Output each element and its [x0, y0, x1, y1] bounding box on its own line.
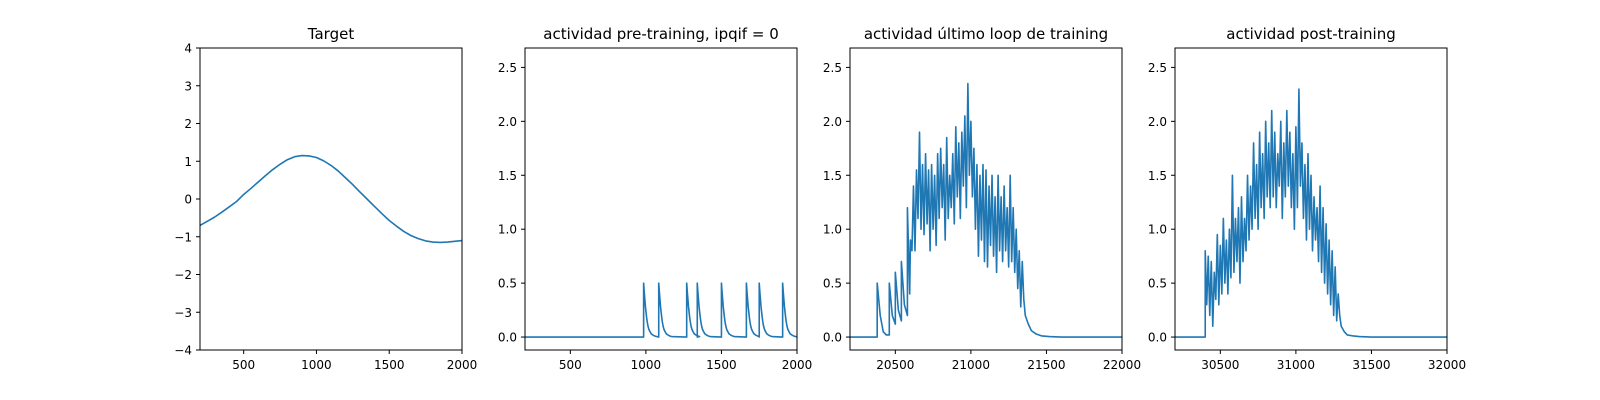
x-tick-label: 500 [559, 358, 582, 372]
y-tick-label: 2.5 [1148, 61, 1167, 75]
y-tick-label: 4 [184, 42, 192, 56]
x-tick-label: 31500 [1352, 358, 1390, 372]
axes-frame [849, 47, 1123, 351]
axes-frame [524, 47, 798, 351]
x-tick-label: 2000 [782, 358, 813, 372]
y-tick-label: 1.5 [823, 169, 842, 183]
x-tick-label: 1000 [301, 358, 332, 372]
x-tick-label: 30500 [1201, 358, 1239, 372]
panel-post-training: 30500 31000 31500 32000 0.0 0.5 1.0 1.5 2.0 2.5 ac… [1148, 25, 1466, 372]
y-tick-label: −2 [174, 268, 192, 282]
axes-frame [1174, 47, 1448, 351]
x-tick-label: 32000 [1428, 358, 1466, 372]
x-tick-label: 21000 [952, 358, 990, 372]
y-tick-label: 2.5 [823, 61, 842, 75]
y-tick-label: −4 [174, 344, 192, 358]
y-tick-label: 1.0 [1148, 223, 1167, 237]
y-tick-label: 0.5 [498, 277, 517, 291]
x-tick-label: 500 [232, 358, 255, 372]
x-tick-label: 1500 [374, 358, 405, 372]
x-tick-label: 22000 [1103, 358, 1141, 372]
panel-pre-training: 500 1000 1500 2000 0.0 0.5 1.0 1.5 2.0 2.5 activid… [498, 25, 812, 372]
x-tick-label: 1000 [631, 358, 662, 372]
x-tick-label: 2000 [447, 358, 478, 372]
y-tick-label: 0.0 [498, 331, 517, 345]
y-tick-label: −3 [174, 306, 192, 320]
y-tick-label: 1.5 [498, 169, 517, 183]
y-tick-label: 2.5 [498, 61, 517, 75]
y-tick-label: 2.0 [1148, 115, 1167, 129]
x-tick-label: 20500 [876, 358, 914, 372]
x-tick-label: 1500 [706, 358, 737, 372]
panel-title: actividad post-training [1226, 25, 1395, 43]
panel-title: actividad pre-training, ipqif = 0 [543, 25, 779, 43]
y-tick-label: 0.0 [823, 331, 842, 345]
y-tick-label: 0.5 [1148, 277, 1167, 291]
y-tick-label: 1.0 [498, 223, 517, 237]
series-line [525, 282, 797, 338]
x-tick-label: 21500 [1027, 358, 1065, 372]
y-tick-label: 2 [184, 117, 192, 131]
panel-title: Target [307, 25, 355, 43]
y-tick-label: 0.0 [1148, 331, 1167, 345]
y-tick-label: 0 [184, 193, 192, 207]
y-tick-label: 3 [184, 79, 192, 93]
series-line [1175, 88, 1447, 338]
panel-last-training-loop: 20500 21000 21500 22000 0.0 0.5 1.0 1.5 2.0 2.5 ac… [823, 25, 1141, 372]
y-tick-label: 0.5 [823, 277, 842, 291]
panel-title: actividad último loop de training [864, 25, 1108, 43]
series-line [200, 154, 462, 244]
panel-target: 500 1000 1500 2000 −4 −3 −2 −1 0 1 2 3 4 Target [174, 25, 477, 372]
y-tick-label: 1.0 [823, 223, 842, 237]
x-tick-label: 31000 [1277, 358, 1315, 372]
y-tick-label: 2.0 [498, 115, 517, 129]
y-tick-label: 1 [184, 155, 192, 169]
y-tick-label: −1 [174, 230, 192, 244]
series-line [850, 82, 1122, 338]
y-tick-label: 2.0 [823, 115, 842, 129]
y-tick-label: 1.5 [1148, 169, 1167, 183]
